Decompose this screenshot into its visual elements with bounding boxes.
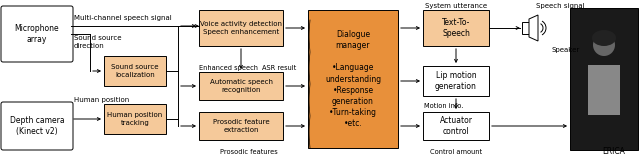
Text: Prosodic feature
extraction: Prosodic feature extraction (212, 119, 269, 133)
Ellipse shape (593, 34, 615, 56)
Text: Microphone
array: Microphone array (15, 24, 60, 44)
Ellipse shape (592, 30, 616, 46)
Bar (522, 22, 529, 34)
Bar (104, 56, 166, 86)
Text: Lip motion
generation: Lip motion generation (435, 71, 477, 91)
Bar (199, 72, 283, 100)
Bar (104, 104, 166, 134)
FancyBboxPatch shape (1, 102, 73, 150)
Text: ASR result: ASR result (262, 65, 296, 71)
Bar (423, 10, 489, 46)
Text: Enhanced speech: Enhanced speech (199, 65, 258, 71)
Bar (423, 66, 489, 96)
Text: Motion info.: Motion info. (424, 103, 463, 109)
Text: Voice activity detection
Speech enhancement: Voice activity detection Speech enhancem… (200, 21, 282, 35)
Text: Human position: Human position (74, 97, 129, 103)
Text: Human position
tracking: Human position tracking (108, 112, 163, 126)
Text: Sound source
direction: Sound source direction (74, 35, 122, 49)
Text: Actuator
control: Actuator control (440, 116, 472, 136)
Text: Automatic speech
recognition: Automatic speech recognition (209, 79, 273, 93)
Bar (423, 112, 489, 140)
Bar (308, 10, 398, 148)
Text: Speaker: Speaker (552, 47, 580, 53)
Text: Text-To-
Speech: Text-To- Speech (442, 18, 470, 38)
Bar (588, 65, 620, 115)
Text: ERICA: ERICA (603, 148, 625, 157)
Text: Speech signal: Speech signal (536, 3, 584, 9)
Text: Control amount: Control amount (430, 149, 482, 155)
Bar (199, 10, 283, 46)
Bar (570, 8, 638, 150)
Text: Multi-channel speech signal: Multi-channel speech signal (74, 15, 172, 21)
Text: System utterance: System utterance (425, 3, 487, 9)
Text: Depth camera
(Kinect v2): Depth camera (Kinect v2) (10, 116, 64, 136)
Text: Dialogue
manager

•Language
understanding
•Response
generation
•Turn-taking
•etc: Dialogue manager •Language understanding… (325, 30, 381, 128)
Polygon shape (529, 15, 538, 41)
Text: Prosodic features: Prosodic features (220, 149, 278, 155)
Text: Sound source
localization: Sound source localization (111, 64, 159, 78)
FancyBboxPatch shape (1, 6, 73, 62)
Bar (199, 112, 283, 140)
